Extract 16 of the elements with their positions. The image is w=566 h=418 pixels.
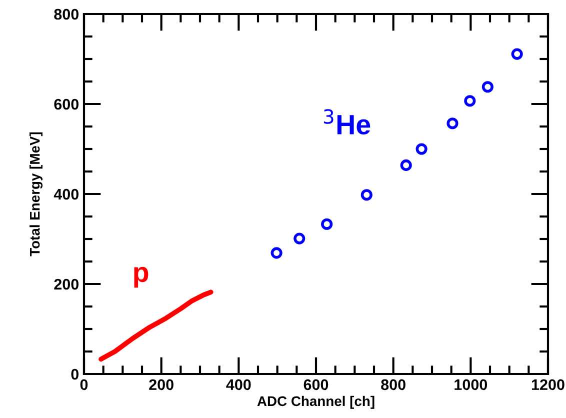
- y-tick-label: 0: [71, 368, 79, 380]
- x-tick-label: 1200: [532, 379, 564, 390]
- y-tick-label: 600: [54, 98, 79, 110]
- x-tick-label: 400: [226, 379, 251, 390]
- x-tick-label: 0: [80, 379, 88, 390]
- series-label: $^{3}$He: [324, 109, 370, 134]
- y-tick-label: 400: [54, 188, 79, 200]
- x-tick-label: 600: [304, 379, 328, 390]
- y-tick-label: 800: [54, 8, 79, 20]
- series-label: p: [134, 266, 148, 288]
- y-axis-title: Total Energy [MeV]: [30, 132, 43, 256]
- x-tick-label: 800: [381, 379, 406, 390]
- x-tick-label: 1000: [454, 379, 488, 390]
- y-tick-label: 200: [54, 278, 79, 290]
- x-tick-label: 200: [149, 379, 174, 390]
- x-axis-title: ADC Channel [ch]: [257, 396, 374, 409]
